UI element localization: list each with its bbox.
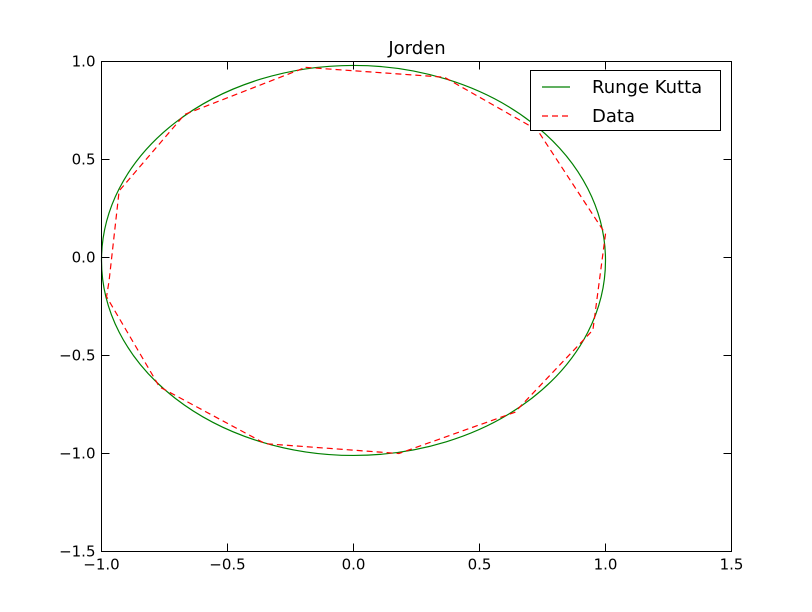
x-tick-label: 1.0 <box>594 556 618 574</box>
x-tick-label: 1.5 <box>720 556 744 574</box>
legend-box <box>530 70 721 131</box>
series-line-runge-kutta <box>100 64 607 457</box>
y-tick-label: −0.5 <box>59 347 95 365</box>
x-tick-label: 0.5 <box>468 556 492 574</box>
chart-title: Jorden <box>387 38 445 59</box>
x-tick-label: −0.5 <box>209 556 245 574</box>
axis-ticks: −1.0 −0.5 0.0 0.5 1.0 1.5−1.5−1.0−0.50.00.51.… <box>59 53 743 574</box>
y-tick-label: −1.0 <box>59 445 95 463</box>
x-tick-label: −1.0 <box>83 556 119 574</box>
y-tick-label: 0.5 <box>72 151 96 169</box>
plot-area <box>100 64 607 457</box>
y-tick-label: 0.0 <box>72 249 96 267</box>
legend-label-runge-kutta: Runge Kutta <box>592 77 702 98</box>
legend-label-data: Data <box>592 106 635 127</box>
legend: Runge Kutta Data <box>530 70 721 131</box>
x-tick-label: 0.0 <box>342 556 366 574</box>
y-tick-label: −1.5 <box>59 543 95 561</box>
y-tick-label: 1.0 <box>72 53 96 71</box>
series-line-data <box>105 66 607 455</box>
plot-frame <box>101 61 732 552</box>
